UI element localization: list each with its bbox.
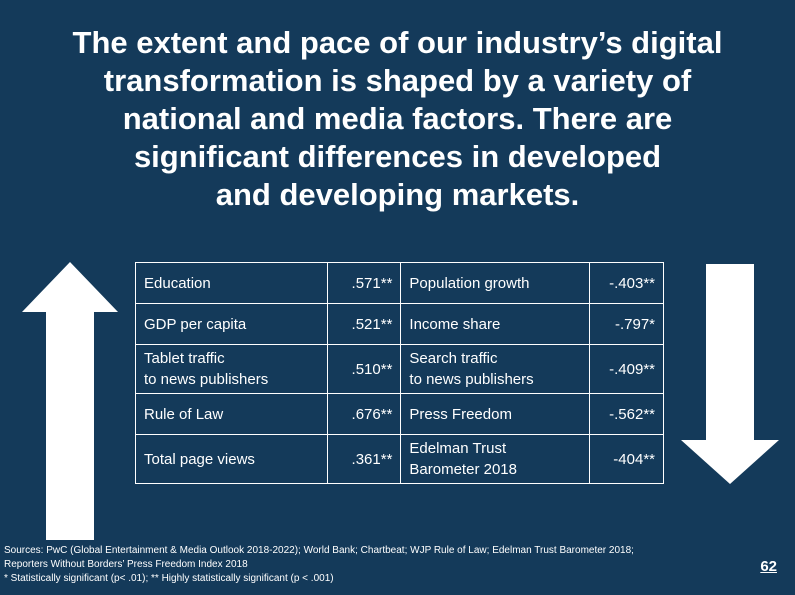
table-row: Education .571** Population growth -.403… <box>135 262 664 304</box>
significance-note: * Statistically significant (p< .01); **… <box>4 573 334 584</box>
positive-factor: Rule of Law <box>135 393 328 435</box>
sources-footnote: Sources: PwC (Global Entertainment & Med… <box>4 544 734 586</box>
negative-factor: Population growth <box>400 262 591 304</box>
positive-factor: Total page views <box>135 434 328 484</box>
arrow-down-icon <box>681 264 779 484</box>
factors-table: Education .571** Population growth -.403… <box>135 262 664 484</box>
title-line: significant differences in developed <box>133 139 662 174</box>
positive-factor: GDP per capita <box>135 303 328 345</box>
page-number: 62 <box>760 558 777 575</box>
positive-value: .571** <box>326 262 402 304</box>
positive-value: .510** <box>326 344 402 394</box>
positive-factor: Education <box>135 262 328 304</box>
negative-value: -.403** <box>589 262 664 304</box>
negative-value: -.797* <box>589 303 664 345</box>
title-line: transformation is shaped by a variety of <box>103 63 692 98</box>
title-line: national and media factors. There are <box>122 101 673 136</box>
table-row: Tablet traffic to news publishers .510**… <box>135 344 664 394</box>
sources-line: Reporters Without Borders’ Press Freedom… <box>4 559 248 570</box>
table-row: GDP per capita .521** Income share -.797… <box>135 303 664 345</box>
table-row: Rule of Law .676** Press Freedom -.562** <box>135 393 664 435</box>
positive-value: .361** <box>326 434 402 484</box>
arrow-up-icon <box>22 262 118 540</box>
negative-factor: Income share <box>400 303 591 345</box>
page-title: The extent and pace of our industry’s di… <box>20 24 775 214</box>
sources-line: Sources: PwC (Global Entertainment & Med… <box>4 545 634 556</box>
positive-factor: Tablet traffic to news publishers <box>135 344 328 394</box>
negative-factor: Search traffic to news publishers <box>400 344 591 394</box>
negative-factor: Press Freedom <box>400 393 591 435</box>
negative-value: -.409** <box>589 344 664 394</box>
negative-value: -.562** <box>589 393 664 435</box>
title-line: The extent and pace of our industry’s di… <box>72 25 723 60</box>
positive-value: .676** <box>326 393 402 435</box>
negative-factor: Edelman Trust Barometer 2018 <box>400 434 591 484</box>
negative-value: -404** <box>589 434 664 484</box>
positive-value: .521** <box>326 303 402 345</box>
title-line: and developing markets. <box>215 177 580 212</box>
table-row: Total page views .361** Edelman Trust Ba… <box>135 434 664 484</box>
